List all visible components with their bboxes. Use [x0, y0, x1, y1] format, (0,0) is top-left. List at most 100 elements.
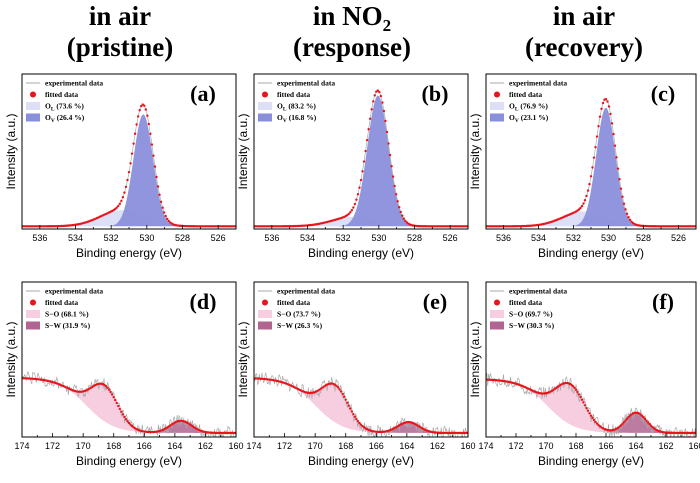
fitted-point: [577, 208, 581, 211]
fitted-point: [618, 178, 621, 181]
fitted-point: [591, 416, 594, 420]
x-ticks: 174 172 170 168 166 164 162 160: [478, 433, 700, 451]
legend-main-swatch: [26, 102, 40, 110]
x-ticks: 536 534 532 530 528 526: [485, 225, 697, 243]
fitted-point: [592, 156, 596, 159]
fitted-point: [610, 122, 614, 125]
fitted-point: [385, 130, 389, 134]
y-axis-label: Intensity (a.u.): [236, 113, 250, 189]
x-tick-label: 532: [336, 233, 351, 243]
legend-fitted-swatch: [494, 299, 500, 306]
x-tick-label: 166: [369, 441, 384, 451]
column-title-3: in air(recovery): [525, 1, 643, 62]
legend-entry-text: fitted data: [509, 298, 542, 307]
fitted-data-points: [22, 377, 236, 435]
fitted-point: [120, 410, 123, 413]
fitted-point: [359, 423, 363, 426]
fitted-point: [166, 217, 169, 221]
legend-entry-text: experimental data: [45, 79, 103, 88]
fitted-point: [112, 396, 115, 399]
fitted-point: [585, 194, 588, 198]
fitted-point: [127, 421, 131, 425]
x-tick-label: 536: [496, 233, 511, 243]
fitted-point: [356, 419, 360, 423]
fitted-point: [120, 199, 123, 203]
fitted-point: [121, 196, 125, 199]
x-tick-label: 528: [407, 233, 422, 243]
fitted-point: [358, 421, 361, 425]
legend-entry-text: experimental data: [277, 287, 335, 296]
x-tick-label: 164: [399, 441, 414, 451]
fitted-point: [355, 417, 358, 421]
fitted-point: [346, 401, 349, 404]
legend-entry-text: experimental data: [277, 79, 335, 88]
fitted-point: [595, 135, 599, 138]
x-tick-label: 170: [538, 441, 553, 451]
fitted-point: [117, 204, 120, 208]
fitted-point: [642, 416, 645, 419]
panel-e: 174 172 170 168 166 164 162 160 Binding energy (…: [236, 281, 476, 468]
component-S-O-area: [22, 378, 236, 433]
x-tick-label: 528: [636, 233, 651, 243]
fitted-point: [646, 421, 650, 424]
fitted-point: [381, 101, 384, 104]
plot-area: [254, 372, 468, 437]
plot-area: [254, 89, 468, 228]
component-O_L-area: [254, 95, 468, 227]
fitted-point: [645, 419, 648, 422]
x-tick-label: 172: [277, 441, 292, 451]
fitted-point: [132, 142, 135, 145]
legend-fitted-swatch: [30, 91, 36, 98]
x-ticks: 536 534 532 530 528 526: [253, 225, 469, 243]
fitted-point: [367, 128, 370, 131]
x-tick-label: 172: [508, 441, 523, 451]
fitted-point: [358, 186, 361, 189]
fitted-point: [595, 422, 599, 425]
x-tick-label: 174: [478, 441, 493, 451]
fitted-point: [155, 175, 158, 179]
legend-second-swatch: [258, 113, 272, 122]
fitted-point: [349, 407, 352, 410]
x-tick-label: 172: [45, 441, 60, 451]
x-tick-label: 174: [14, 441, 29, 451]
fitted-point: [110, 393, 114, 396]
fitted-point: [598, 115, 602, 118]
fitted-point: [604, 97, 608, 101]
fitted-point: [350, 209, 354, 212]
fitted-point: [364, 149, 367, 153]
legend-second-swatch: [490, 113, 504, 122]
fitted-point: [114, 398, 117, 402]
fitted-point: [579, 206, 582, 210]
fitted-point: [613, 144, 617, 147]
fitted-point: [589, 414, 593, 417]
fitted-point: [589, 175, 593, 178]
fitted-point: [347, 212, 350, 216]
legend-entry-text: fitted data: [45, 298, 78, 307]
panel-f: 174 172 170 168 166 164 162 160 Binding energy (…: [468, 281, 700, 468]
fitted-data-points: [254, 377, 468, 435]
fitted-point: [356, 193, 360, 196]
x-axis-label: Binding energy (eV): [76, 246, 182, 260]
fitted-point: [152, 154, 155, 157]
legend-entry-text: fitted data: [277, 298, 310, 307]
x-axis-label: Binding energy (eV): [76, 454, 182, 468]
fitted-point: [146, 114, 149, 117]
fitted-point: [153, 165, 157, 168]
fitted-point: [147, 122, 151, 126]
column-title-1: in air(pristine): [67, 1, 173, 62]
panel-a: 536 534 532 530 528 526 Binding energy (eV) Int…: [4, 73, 237, 260]
fitted-point: [404, 219, 407, 223]
fitted-point: [117, 404, 120, 408]
fitted-point: [349, 211, 352, 214]
fitted-point: [401, 214, 404, 217]
fitted-point: [592, 418, 596, 422]
fitted-point: [573, 386, 576, 390]
legend-fitted-swatch: [262, 91, 268, 98]
fitted-point: [379, 94, 383, 98]
fitted-point: [370, 108, 373, 111]
x-tick-label: 530: [601, 233, 616, 243]
fitted-point: [619, 424, 623, 427]
fitted-point: [609, 112, 612, 116]
fitted-point: [365, 138, 369, 142]
column-title-line1: in NO2: [313, 1, 391, 35]
